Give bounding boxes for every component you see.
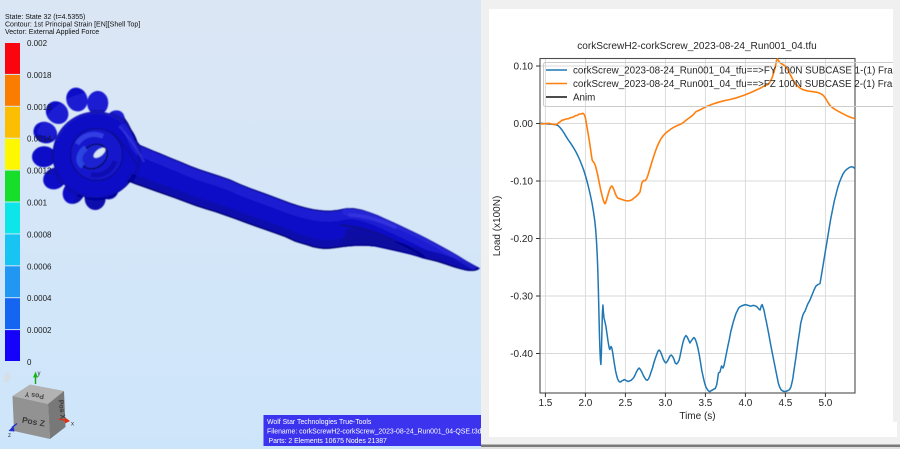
svg-text:0.001: 0.001: [27, 199, 48, 208]
svg-text:0.0018: 0.0018: [27, 71, 52, 80]
svg-text:Wolf Star Technologies True-To: Wolf Star Technologies True-Tools: [267, 419, 372, 426]
svg-text:Vector: External Applied Force: Vector: External Applied Force: [5, 29, 99, 36]
svg-text:y: y: [38, 371, 41, 377]
svg-text:corkScrew_2023-08-24_Run001_04: corkScrew_2023-08-24_Run001_04_tfu==>FY …: [573, 66, 900, 77]
svg-text:Anim: Anim: [573, 93, 595, 104]
svg-text:x: x: [71, 422, 74, 428]
svg-text:1.5: 1.5: [538, 398, 552, 409]
svg-text:Filename: corkScrewH2-corkScre: Filename: corkScrewH2-corkScrew_2023-08-…: [267, 429, 481, 436]
svg-text:0.0016: 0.0016: [27, 103, 52, 112]
svg-text:5.0: 5.0: [818, 398, 832, 409]
svg-text:3.5: 3.5: [698, 398, 712, 409]
svg-text:2.5: 2.5: [618, 398, 632, 409]
svg-text:0.002: 0.002: [27, 39, 48, 48]
svg-text:Pos X: Pos X: [57, 399, 66, 419]
svg-text:Parts: 2 Elements 10675 Nodes: Parts: 2 Elements 10675 Nodes 21387: [269, 438, 388, 445]
svg-text:corkScrew_2023-08-24_Run001_04: corkScrew_2023-08-24_Run001_04_tfu==>FZ …: [573, 79, 900, 90]
svg-text:Contour: 1st Principal Strain: Contour: 1st Principal Strain [EN][Shell…: [5, 22, 140, 29]
svg-text:0.0006: 0.0006: [27, 262, 52, 271]
svg-text:z: z: [8, 433, 11, 439]
svg-text:0.0014: 0.0014: [27, 135, 52, 144]
svg-text:corkScrewH2-corkScrew_2023-08-: corkScrewH2-corkScrew_2023-08-24_Run001_…: [577, 41, 817, 52]
svg-text:0: 0: [27, 358, 32, 367]
svg-text:4.0: 4.0: [738, 398, 752, 409]
svg-text:0.0004: 0.0004: [27, 294, 52, 303]
svg-text:Load (x100N): Load (x100N): [492, 196, 503, 257]
svg-text:0.0012: 0.0012: [27, 167, 52, 176]
svg-text:0.0008: 0.0008: [27, 230, 52, 239]
svg-text:Pos Z: Pos Z: [21, 415, 46, 429]
svg-text:-0.30: -0.30: [510, 292, 533, 303]
svg-text:0.0002: 0.0002: [27, 326, 52, 335]
svg-text:-0.20: -0.20: [510, 234, 533, 245]
svg-text:3.0: 3.0: [658, 398, 672, 409]
svg-text:-0.10: -0.10: [510, 177, 533, 188]
svg-text:State: State 32 (t=4.5355): State: State 32 (t=4.5355): [5, 14, 85, 21]
svg-text:-0.40: -0.40: [510, 349, 533, 360]
svg-text:2.0: 2.0: [578, 398, 592, 409]
svg-text:0.00: 0.00: [514, 119, 534, 130]
svg-text:0.10: 0.10: [514, 62, 534, 73]
svg-text:4.5: 4.5: [778, 398, 792, 409]
svg-text:Pos Y: Pos Y: [24, 390, 44, 399]
svg-text:Time (s): Time (s): [679, 411, 715, 422]
